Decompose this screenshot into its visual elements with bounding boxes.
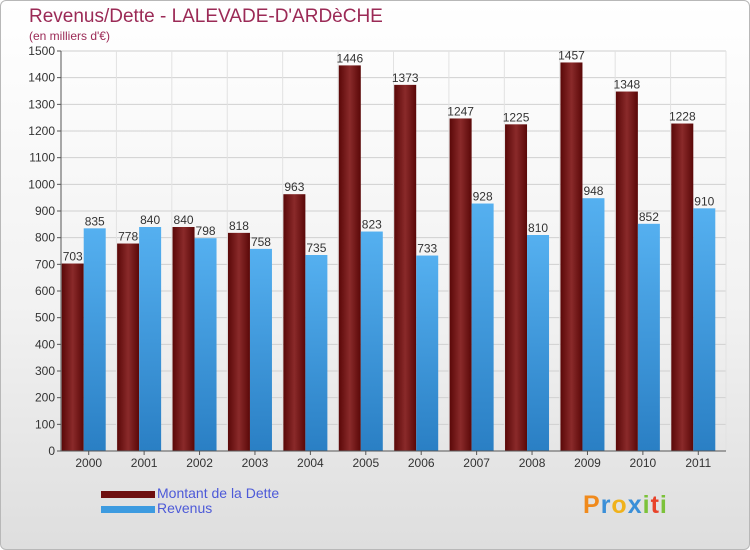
logo-letter: x (627, 491, 643, 519)
debt-data-label: 1373 (392, 71, 419, 85)
x-tick-label: 2011 (685, 456, 711, 470)
debt-data-label: 818 (229, 219, 249, 233)
x-tick-label: 2004 (297, 456, 324, 470)
y-tick-label: 600 (35, 284, 55, 298)
x-tick-label: 2006 (408, 456, 435, 470)
debt-data-label: 840 (174, 213, 194, 227)
axis-layer: 0 100 200 300 400 500 600 700 800 900 1000 1100 1200… (28, 44, 726, 470)
legend-swatch-debt (101, 491, 155, 498)
debt-bar (61, 263, 84, 451)
logo-letter: i (642, 491, 651, 519)
logo-letter: o (611, 491, 628, 519)
x-tick-label: 2000 (75, 456, 102, 470)
revenue-data-label: 733 (417, 242, 437, 256)
grid-layer (60, 50, 727, 452)
logo-letter: t (650, 491, 660, 519)
revenue-data-label: 835 (85, 214, 105, 228)
logo-letter: r (600, 491, 612, 519)
revenue-bar (637, 223, 660, 451)
y-tick-label: 1400 (28, 71, 55, 85)
y-tick-label: 1200 (28, 124, 55, 138)
revenue-bar (139, 227, 162, 451)
debt-bar (671, 123, 694, 452)
debt-data-label: 703 (63, 250, 83, 264)
legend-swatch-revenue (101, 506, 155, 513)
debt-data-label: 1348 (614, 78, 641, 92)
y-tick-label: 1300 (28, 97, 55, 111)
y-tick-label: 0 (48, 444, 55, 458)
y-tick-label: 800 (35, 231, 55, 245)
y-tick-label: 300 (35, 364, 55, 378)
revenue-bar (305, 255, 328, 451)
debt-data-label: 1446 (336, 51, 363, 65)
revenue-bar (693, 208, 716, 451)
y-tick-label: 1100 (29, 151, 55, 165)
revenue-bar (471, 203, 494, 451)
revenue-bar (416, 255, 439, 451)
revenue-bar (249, 248, 272, 451)
revenue-data-label: 948 (583, 184, 603, 198)
chart-subtitle: (en milliers d'€) (29, 29, 110, 43)
debt-data-label: 963 (284, 180, 304, 194)
debt-data-label: 1225 (503, 110, 530, 124)
revenue-data-label: 840 (140, 213, 160, 227)
x-tick-label: 2010 (630, 456, 657, 470)
revenue-data-label: 758 (251, 235, 271, 249)
x-tick-label: 2003 (242, 456, 269, 470)
x-tick-label: 2005 (352, 456, 379, 470)
bar-layer (61, 62, 716, 452)
debt-bar (560, 62, 583, 451)
debt-data-label: 1457 (558, 48, 585, 62)
y-tick-label: 1500 (28, 44, 55, 58)
revenue-data-label: 928 (473, 190, 493, 204)
x-tick-label: 2001 (131, 456, 158, 470)
debt-bar (615, 91, 638, 452)
y-tick-label: 1000 (28, 177, 55, 191)
y-tick-label: 900 (35, 204, 55, 218)
x-tick-label: 2009 (574, 456, 601, 470)
y-tick-label: 500 (35, 311, 55, 325)
revenue-bar (360, 231, 383, 451)
revenue-bar (582, 198, 605, 451)
logo-letter: P (583, 491, 601, 519)
debt-bar (117, 243, 140, 451)
debt-bar (449, 118, 472, 451)
revenue-data-label: 798 (196, 224, 216, 238)
legend-label-revenue: Revenus (157, 500, 213, 516)
logo-letter: i (659, 491, 668, 519)
y-tick-label: 200 (35, 391, 55, 405)
debt-data-label: 1228 (669, 110, 696, 124)
y-tick-label: 100 (35, 417, 55, 431)
revenue-data-label: 852 (639, 210, 659, 224)
revenue-data-label: 810 (528, 221, 548, 235)
x-tick-label: 2008 (519, 456, 546, 470)
debt-bar (227, 232, 250, 451)
revenue-data-label: 735 (306, 241, 326, 255)
proxiti-logo: Proxiti (583, 491, 668, 520)
legend-label-debt: Montant de la Dette (157, 485, 280, 501)
y-tick-label: 400 (35, 337, 55, 351)
debt-data-label: 778 (118, 230, 138, 244)
debt-bar (394, 84, 417, 451)
revenue-bar (83, 228, 106, 451)
revenue-data-label: 823 (362, 218, 382, 232)
debt-bar (338, 65, 361, 452)
revenue-bar (194, 238, 217, 451)
revenue-data-label: 910 (694, 194, 714, 208)
y-tick-label: 700 (35, 257, 55, 271)
x-tick-label: 2007 (463, 456, 490, 470)
debt-bar (505, 124, 528, 451)
debt-bar (283, 194, 306, 451)
chart-title: Revenus/Dette - LALEVADE-D'ARDèCHE (29, 6, 383, 27)
revenue-bar (527, 235, 550, 451)
x-tick-label: 2002 (186, 456, 213, 470)
debt-data-label: 1247 (447, 104, 474, 118)
debt-bar (172, 227, 195, 451)
